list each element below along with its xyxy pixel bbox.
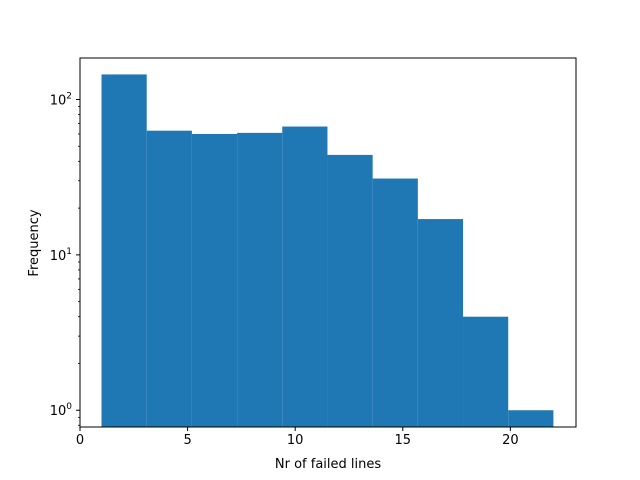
histogram-bar-3 — [191, 133, 238, 427]
y-axis-label: Frequency — [27, 209, 42, 276]
plot-area-frame — [79, 57, 577, 428]
x-tick-label: 5 — [183, 433, 191, 448]
histogram-bar-8 — [417, 219, 464, 427]
x-axis-label: Nr of failed lines — [275, 457, 381, 472]
y-tick-label: 101 — [50, 247, 72, 264]
histogram-bars — [101, 74, 554, 428]
y-axis-ticks: 100 101 102 — [50, 92, 80, 426]
y-tick-label: 100 — [50, 402, 73, 419]
x-tick-label: 20 — [502, 433, 519, 448]
x-tick-label: 15 — [395, 433, 412, 448]
histogram-bar-5 — [282, 126, 328, 427]
histogram-bar-4 — [237, 132, 283, 427]
histogram-bar-1 — [101, 74, 147, 428]
y-tick-label: 102 — [50, 92, 72, 109]
histogram-bar-10 — [508, 410, 554, 427]
x-tick-label: 10 — [287, 433, 304, 448]
histogram-bar-9 — [463, 316, 509, 427]
x-axis-ticks: 0 5 10 15 20 — [76, 427, 519, 448]
x-tick-label: 0 — [76, 433, 84, 448]
histogram-bar-6 — [327, 154, 373, 428]
histogram-bar-7 — [372, 178, 418, 427]
histogram-bar-2 — [146, 130, 192, 427]
